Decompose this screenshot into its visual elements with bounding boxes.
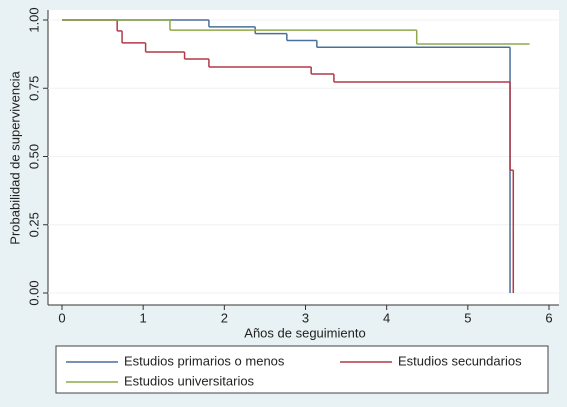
x-tick-label: 5 [464,310,471,325]
legend-label: Estudios secundarios [398,353,522,368]
x-tick-label: 2 [221,310,228,325]
y-tick-label: 0.75 [26,76,41,101]
y-tick-label: 1.00 [26,7,41,32]
legend-label: Estudios universitarios [124,373,255,388]
y-tick-label: 0.50 [26,144,41,169]
x-tick-label: 3 [302,310,309,325]
y-tick-label: 0.00 [26,280,41,305]
x-tick-label: 1 [140,310,147,325]
x-tick-label: 6 [545,310,552,325]
legend [55,345,549,394]
x-tick-label: 0 [58,310,65,325]
x-tick-label: 4 [383,310,390,325]
legend-label: Estudios primarios o menos [124,353,285,368]
x-axis-label: Años de seguimiento [244,325,365,340]
y-axis-label: Probabilidad de supervivencia [7,71,22,245]
y-tick-label: 0.25 [26,212,41,237]
plot-area [48,10,559,305]
